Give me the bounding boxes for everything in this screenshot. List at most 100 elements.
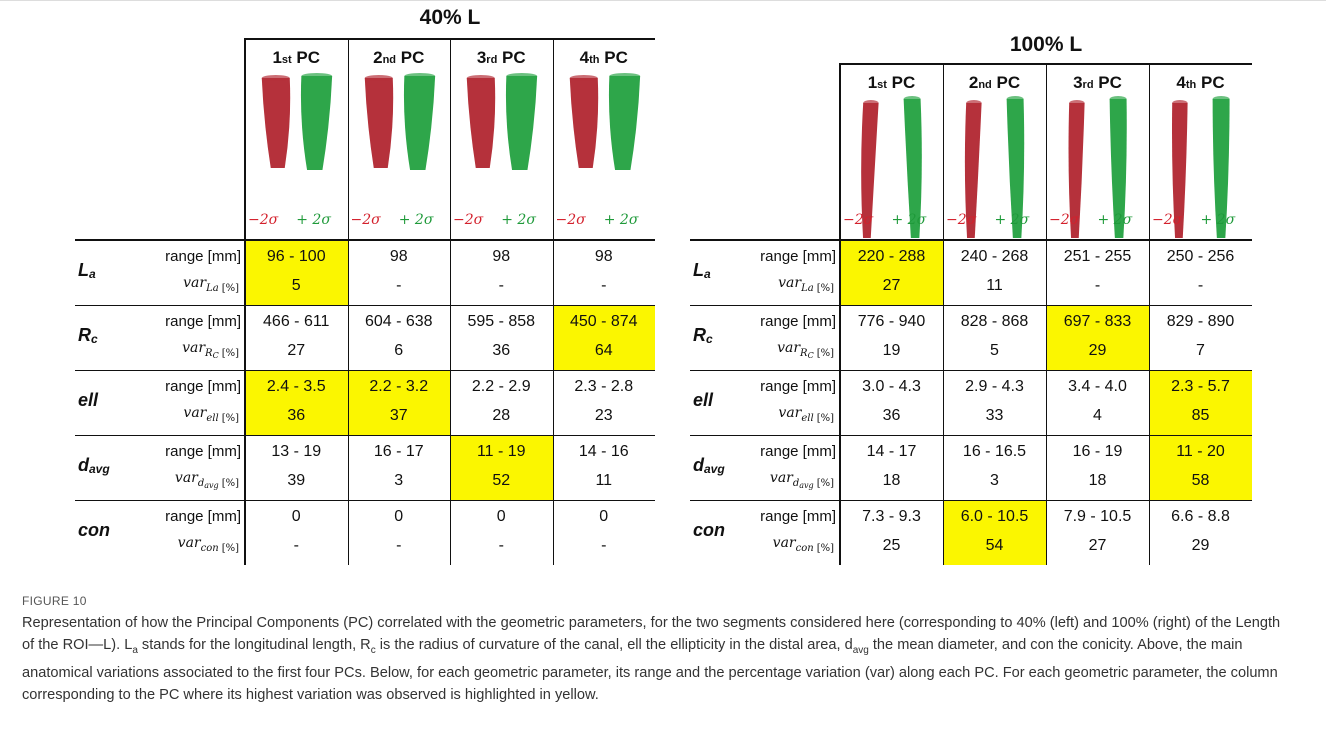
var-value: - [293,537,299,554]
var-value: 7 [1196,342,1205,359]
ordinal: 1 [867,73,878,92]
range-value: 250 - 256 [1166,248,1235,265]
ordinal-suffix: rd [1082,79,1094,91]
parameter-subscript: a [89,267,96,281]
tube-minus [466,78,496,168]
header-bottom-rule [690,239,1252,241]
var-unit: [%] [816,348,834,359]
var-value: 3 [394,472,404,489]
shape-illustration [261,73,333,170]
range-label: range [mm] [760,378,836,395]
tube-plus-top [903,96,921,102]
range-value: 6.6 - 8.8 [1171,508,1230,525]
range-label: range [mm] [760,248,836,265]
tube-minus-top [261,75,290,81]
range-value: 604 - 638 [364,313,433,330]
header-bottom-rule [75,239,655,241]
shape-illustration [364,73,435,170]
var-unit: [%] [221,543,239,554]
pc-label: PC [996,73,1021,92]
var-value: - [498,277,504,294]
column-rule [1149,63,1150,565]
var-text: var [177,535,201,551]
range-value: 251 - 255 [1063,248,1132,265]
highlight [553,306,655,370]
highlight [246,241,348,305]
tube-minus [964,103,982,238]
var-value: 29 [1191,537,1210,554]
ordinal: 2 [968,73,979,92]
tube-plus [1006,99,1025,238]
parameter-subscript: avg [89,462,110,476]
var-label: varRC [%] [777,340,834,360]
var-subscript: R [205,348,213,359]
ordinal: 3 [476,48,487,67]
highlight [348,371,450,435]
parameter-subscript: c [91,332,98,346]
tube-minus [569,78,598,168]
range-value: 0 [599,508,609,525]
tube-plus-top [506,73,538,79]
tube-minus-top [364,75,393,81]
caption-text: is the radius of curvature of the canal,… [375,637,853,653]
ordinal-suffix: nd [382,54,397,66]
range-value: 2.3 - 2.8 [574,378,634,395]
var-unit: [%] [816,543,834,554]
range-value: 2.2 - 2.9 [471,378,531,395]
tube-plus [903,99,922,238]
range-value: 829 - 890 [1166,313,1235,330]
var-value: 19 [882,342,901,359]
column-rule [450,38,451,565]
highlight [451,436,553,500]
range-value: 7.3 - 9.3 [862,508,921,525]
highlight [841,241,943,305]
ordinal-suffix: th [1185,79,1197,91]
var-value: 27 [882,277,901,294]
column-header: 1st PC [245,48,348,68]
ordinal-suffix: st [877,79,887,91]
sigma-minus: −2σ [843,212,874,228]
var-subscript: ell [206,413,219,424]
tube-plus [403,76,435,170]
pc-label: PC [891,73,916,92]
parameter-symbol: ell [78,390,99,410]
label-column-rule [839,63,841,565]
var-subscript-2: C [807,351,814,360]
ordinal: 4 [1176,73,1186,92]
range-label: range [mm] [165,378,241,395]
tube-minus-top [466,75,495,81]
var-text: var [777,340,801,356]
var-subscript-2: avg [204,481,219,490]
sigma-plus: + 2σ [603,212,639,228]
range-value: 3.4 - 4.0 [1068,378,1127,395]
parameter-name: La [693,260,711,281]
var-value: - [498,537,504,554]
var-value: 23 [594,407,613,424]
var-value: 11 [986,277,1003,294]
label-column-rule [244,38,246,565]
row-rule [75,305,655,306]
tube-minus-top [966,100,982,106]
var-value: 36 [882,407,901,424]
tube-plus [608,76,640,170]
var-value: 5 [990,342,999,359]
figure-label: FIGURE 10 [22,594,87,608]
range-value: 96 - 100 [266,248,326,265]
var-value: 39 [287,472,306,489]
var-value: 29 [1088,342,1107,359]
var-value: 36 [492,342,511,359]
range-value: 16 - 17 [373,443,424,460]
column-header: 2nd PC [943,73,1046,93]
range-value: 240 - 268 [960,248,1029,265]
column-header: 3rd PC [1046,73,1149,93]
var-text: var [174,470,198,486]
caption-text: Representation of how the Principal Comp… [22,615,1281,653]
tube-plus-top [1006,96,1024,102]
range-value: 7.9 - 10.5 [1063,508,1132,525]
parameter-name: ell [78,390,98,411]
range-label: range [mm] [760,508,836,525]
parameter-symbol: R [78,325,91,345]
tube-minus-top [863,100,879,106]
var-unit: [%] [816,413,834,424]
